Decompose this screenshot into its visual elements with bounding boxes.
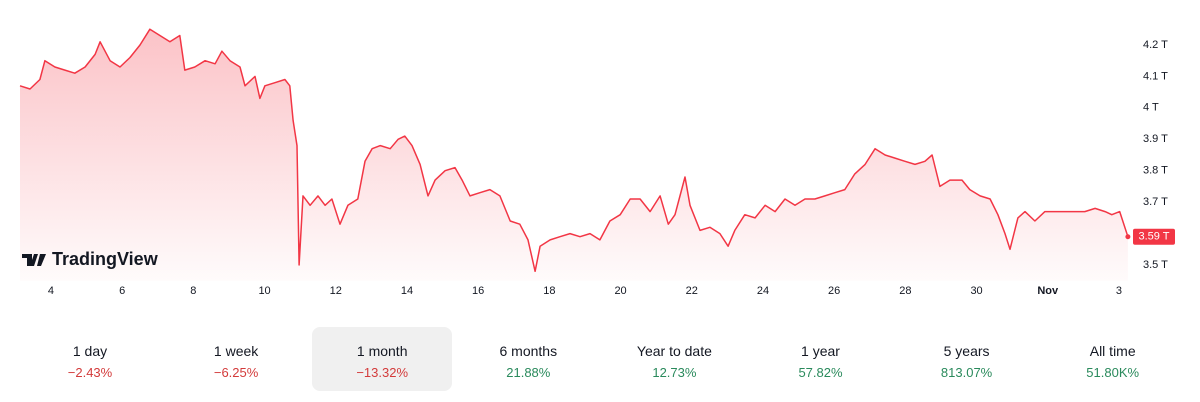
period-label: 1 day: [72, 343, 108, 359]
area-fill: [20, 29, 1128, 281]
x-tick-label: 6: [119, 285, 125, 297]
period-label: 6 months: [499, 343, 558, 359]
last-price-label: 3.59 T: [1139, 231, 1170, 243]
x-tick-label: 3: [1116, 285, 1122, 297]
x-tick-label: 20: [614, 285, 626, 297]
x-tick-label: 4: [48, 285, 54, 297]
last-point: [1125, 234, 1131, 240]
period-tab[interactable]: 1 year 57.82%: [751, 327, 891, 391]
period-change: 21.88%: [506, 365, 551, 380]
brand-name: TradingView: [52, 249, 159, 269]
period-tab[interactable]: 5 years 813.07%: [897, 327, 1037, 391]
x-tick-label: 16: [472, 285, 484, 297]
period-tab[interactable]: 1 week −6.25%: [166, 327, 306, 391]
x-tick-label: 14: [401, 285, 413, 297]
period-label: 1 month: [356, 343, 408, 359]
last-price-box: [1133, 228, 1175, 245]
y-tick-label: 4.1 T: [1143, 70, 1168, 82]
period-change: 813.07%: [940, 365, 993, 380]
y-tick-label: 3.9 T: [1143, 133, 1168, 145]
x-tick-label: 30: [970, 285, 982, 297]
x-tick-label: 8: [190, 285, 196, 297]
period-tab[interactable]: 1 month −13.32%: [312, 327, 453, 391]
x-tick-label: 24: [757, 285, 769, 297]
period-tab[interactable]: 1 day −2.43%: [20, 327, 160, 391]
y-tick-label: 3.8 T: [1143, 165, 1168, 177]
period-tab[interactable]: 6 months 21.88%: [458, 327, 598, 391]
period-change: 12.73%: [652, 365, 697, 380]
period-label: Year to date: [636, 343, 712, 359]
period-tab[interactable]: Year to date 12.73%: [604, 327, 744, 391]
x-tick-label: 28: [899, 285, 911, 297]
y-tick-label: 3.7 T: [1143, 196, 1168, 208]
period-label: 1 week: [213, 343, 259, 359]
x-tick-label: 22: [686, 285, 698, 297]
period-label: All time: [1089, 343, 1136, 359]
x-tick-label: 12: [330, 285, 342, 297]
period-change: −2.43%: [67, 365, 113, 380]
y-tick-label: 4 T: [1143, 102, 1159, 114]
brand-logo: TradingView: [22, 249, 159, 269]
period-change: 51.80K%: [1086, 365, 1140, 380]
logo-mark: [22, 254, 46, 266]
price-line: [19, 28, 1129, 273]
period-tab[interactable]: All time 51.80K%: [1043, 327, 1183, 391]
y-tick-label: 4.2 T: [1143, 39, 1168, 51]
period-change: 57.82%: [798, 365, 843, 380]
x-tick-label: 18: [543, 285, 555, 297]
x-tick-label: 10: [258, 285, 270, 297]
y-tick-label: 3.5 T: [1143, 259, 1168, 271]
period-change: −13.32%: [356, 365, 409, 380]
period-change: −6.25%: [213, 365, 259, 380]
x-tick-label: Nov: [1037, 285, 1059, 297]
chart: 3.5 T3.6 T3.7 T3.8 T3.9 T4 T4.1 T4.2 T46…: [19, 28, 1175, 297]
period-label: 5 years: [943, 343, 990, 359]
period-label: 1 year: [801, 343, 840, 359]
x-tick-label: 26: [828, 285, 840, 297]
